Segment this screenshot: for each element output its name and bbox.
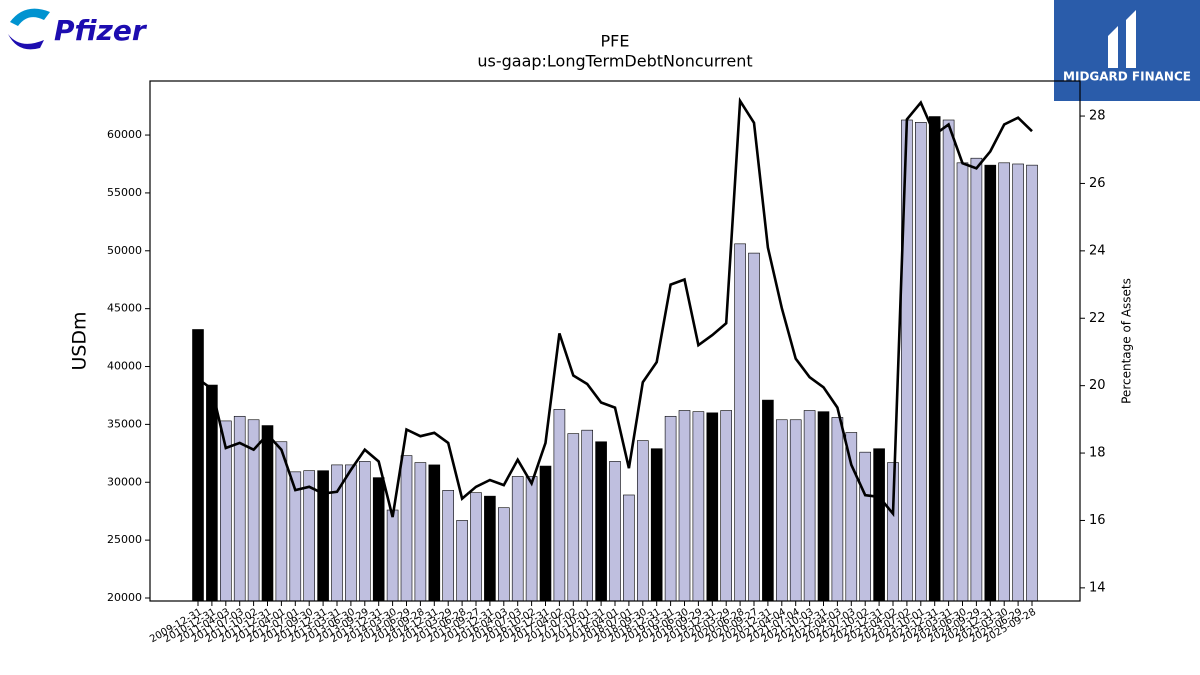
pfizer-logo: Pfizer (8, 8, 148, 50)
chart-subtitle: us-gaap:LongTermDebtNoncurrent (477, 52, 752, 71)
bar (400, 455, 413, 602)
bar (442, 490, 455, 602)
logo-text: Pfizer (54, 14, 148, 47)
y-tick-label: 55000 (107, 186, 142, 199)
bar (650, 448, 663, 602)
logo-icon (1108, 10, 1136, 68)
bar (692, 411, 705, 602)
bar (803, 410, 816, 602)
chart-title: PFE (601, 32, 630, 51)
line (197, 96, 1033, 518)
bar (762, 399, 774, 602)
y2-tick-label: 18 (1089, 446, 1106, 461)
bar (859, 451, 872, 602)
bar (206, 384, 218, 602)
bar (748, 252, 760, 602)
bar (956, 162, 969, 602)
bar (734, 243, 746, 602)
logo-swoosh (8, 34, 44, 50)
y2-tick-label: 24 (1089, 243, 1106, 258)
bar (497, 507, 510, 602)
y2-tick-label: 28 (1089, 109, 1106, 124)
bar (358, 461, 371, 602)
bar (261, 425, 274, 602)
bar (789, 419, 802, 602)
bar (970, 157, 983, 602)
y-tick-label: 30000 (107, 475, 142, 488)
bar (386, 509, 399, 602)
y-tick-label: 45000 (107, 302, 142, 315)
bar (372, 477, 385, 602)
bar (456, 520, 468, 602)
y-tick-label: 40000 (107, 360, 142, 373)
y2-tick-label: 22 (1089, 311, 1106, 326)
y-tick-label: 50000 (107, 244, 142, 257)
bar (623, 494, 635, 602)
bar (1026, 164, 1038, 602)
bar (470, 492, 482, 602)
bar (484, 495, 496, 602)
y-tick-label: 20000 (107, 591, 142, 604)
bar (609, 461, 621, 602)
y2-tick-label: 14 (1089, 580, 1106, 595)
bar (275, 441, 288, 602)
bar (553, 409, 566, 602)
bar (998, 162, 1011, 602)
y2-tick-label: 16 (1089, 513, 1106, 528)
bar (539, 465, 552, 602)
y-tick-label: 25000 (107, 533, 142, 546)
bar (914, 122, 927, 602)
bar (345, 464, 357, 602)
midgard-logo: MIDGARD FINANCE (1054, 0, 1200, 101)
y-tick-label: 60000 (107, 128, 142, 141)
bar (303, 470, 316, 602)
bar (567, 433, 580, 602)
bar (581, 429, 594, 602)
bar (636, 440, 649, 602)
bar (414, 462, 427, 602)
y-tick-label: 35000 (107, 417, 142, 430)
bar (664, 415, 677, 602)
bar (525, 476, 538, 602)
bar (706, 412, 719, 602)
bar (511, 476, 524, 602)
y2-tick-label: 26 (1089, 176, 1106, 191)
bar (928, 116, 941, 602)
bar (873, 448, 885, 602)
bar (595, 441, 607, 602)
bar (942, 119, 955, 602)
bar (428, 464, 441, 602)
bar (720, 410, 733, 602)
bar (845, 432, 858, 602)
y-axis-label: USDm (69, 311, 91, 370)
y2-axis-label: Percentage of Assets (1120, 278, 1134, 404)
bar (817, 411, 830, 602)
bar (831, 417, 844, 602)
bar (775, 419, 788, 602)
bar (192, 329, 204, 602)
plot-frame (149, 80, 1081, 602)
logo-swoosh (10, 8, 50, 26)
y2-tick-label: 20 (1089, 378, 1106, 393)
bar (678, 410, 691, 602)
bar (1012, 163, 1024, 602)
bar (984, 164, 997, 602)
logo-text: MIDGARD FINANCE (1063, 70, 1191, 84)
